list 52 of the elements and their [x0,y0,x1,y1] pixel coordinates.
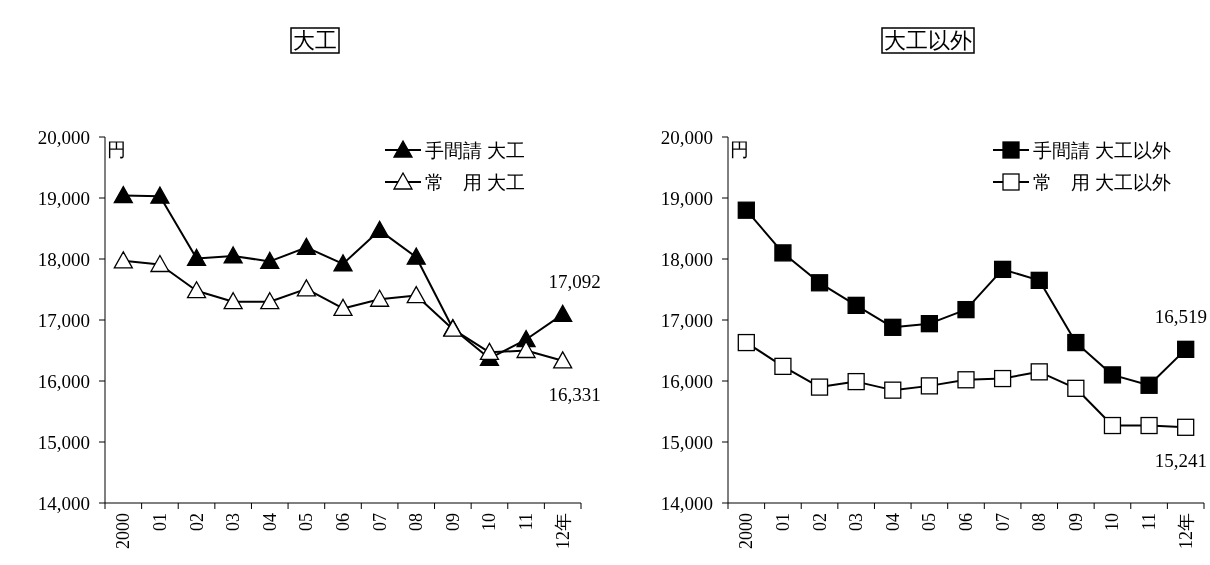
chart-title: 大工 [293,28,337,53]
x-tick-label: 12年 [1175,513,1196,549]
x-tick-label: 12年 [552,513,573,549]
x-tick-label: 10 [1102,513,1123,531]
annotation: 17,092 [548,271,601,293]
y-tick-label: 20,000 [37,127,90,148]
legend-label: 常 用 大工 [425,172,525,193]
x-tick-label: 04 [259,513,280,531]
y-tick-label: 14,000 [37,493,90,514]
x-tick-label: 08 [406,513,427,531]
y-tick-label: 17,000 [37,310,90,331]
y-tick-label: 19,000 [660,188,713,209]
y-tick-label: 14,000 [660,493,713,514]
x-tick-label: 09 [1065,513,1086,531]
chart-title: 大工以外 [884,28,972,53]
x-tick-label: 11 [1139,513,1160,531]
x-tick-label: 05 [919,513,940,531]
y-tick-label: 20,000 [660,127,713,148]
x-tick-label: 08 [1029,513,1050,531]
x-tick-label: 03 [846,513,867,531]
x-tick-label: 07 [369,513,390,531]
y-tick-label: 19,000 [37,188,90,209]
x-tick-label: 04 [882,513,903,531]
x-tick-label: 07 [992,513,1013,531]
x-tick-label: 02 [809,513,830,531]
legend-label: 手間請 大工以外 [1033,140,1171,161]
y-tick-label: 18,000 [37,249,90,270]
y-tick-label: 15,000 [660,432,713,453]
annotation: 15,241 [1154,450,1207,472]
y-tick-label: 18,000 [660,249,713,270]
y-axis-title: 円 [730,139,749,160]
x-tick-label: 06 [956,513,976,531]
x-tick-label: 03 [223,513,244,531]
x-tick-label: 10 [479,513,500,531]
x-tick-label: 05 [296,513,317,531]
x-tick-label: 2000 [736,513,757,549]
x-tick-label: 01 [772,513,793,531]
y-tick-label: 16,000 [37,371,90,392]
x-tick-label: 02 [186,513,207,531]
x-tick-label: 06 [333,513,353,531]
legend-label: 常 用 大工以外 [1033,172,1171,193]
y-axis-title: 円 [107,139,126,160]
x-tick-label: 09 [442,513,463,531]
y-tick-label: 15,000 [37,432,90,453]
legend-label: 手間請 大工 [425,140,525,161]
annotation: 16,331 [548,383,601,405]
y-tick-label: 16,000 [660,371,713,392]
x-tick-label: 11 [516,513,537,531]
x-tick-label: 2000 [113,513,134,549]
x-tick-label: 01 [149,513,170,531]
annotation: 16,519 [1154,306,1207,328]
y-tick-label: 17,000 [660,310,713,331]
